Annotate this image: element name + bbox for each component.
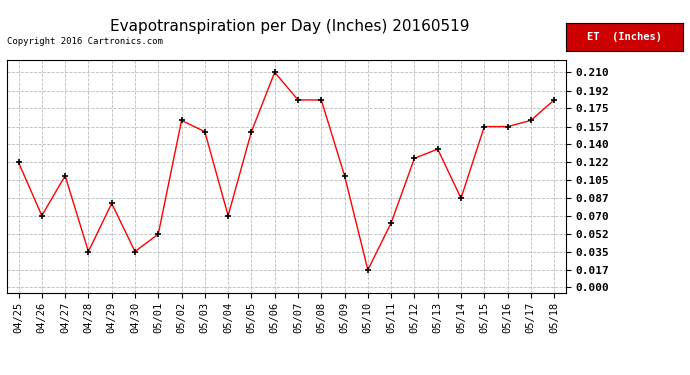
Text: Evapotranspiration per Day (Inches) 20160519: Evapotranspiration per Day (Inches) 2016… bbox=[110, 19, 470, 34]
Text: Copyright 2016 Cartronics.com: Copyright 2016 Cartronics.com bbox=[7, 38, 163, 46]
Text: ET  (Inches): ET (Inches) bbox=[587, 32, 662, 42]
